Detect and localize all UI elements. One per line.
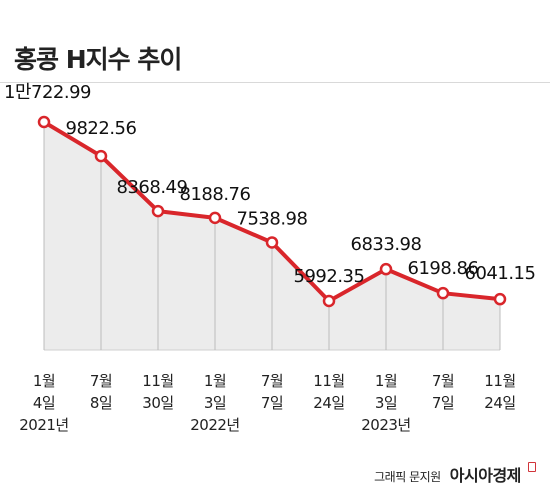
x-tick-label: 2021년 bbox=[19, 416, 68, 434]
x-tick-label: 7월 bbox=[90, 372, 112, 390]
x-tick-label: 8일 bbox=[90, 394, 112, 412]
x-tick-label: 24일 bbox=[313, 394, 344, 412]
credit-brand: 아시아경제 bbox=[449, 466, 522, 485]
x-tick-label: 7월 bbox=[261, 372, 283, 390]
x-tick-label: 3일 bbox=[204, 394, 226, 412]
chart-title: 홍콩 H지수 추이 bbox=[14, 45, 182, 74]
x-tick-label: 11월 bbox=[142, 372, 173, 390]
x-tick-label: 11월 bbox=[484, 372, 515, 390]
x-tick-label: 30일 bbox=[142, 394, 173, 412]
x-tick-label: 7일 bbox=[432, 394, 454, 412]
data-point bbox=[265, 236, 279, 249]
data-label: 5992.35 bbox=[294, 266, 365, 287]
data-label: 6041.15 bbox=[465, 263, 536, 284]
x-tick-label: 11월 bbox=[313, 372, 344, 390]
title-divider bbox=[0, 82, 550, 83]
x-tick-label: 1월 bbox=[33, 372, 55, 390]
data-label: 1만722.99 bbox=[4, 82, 91, 103]
x-tick-label: 4일 bbox=[33, 394, 55, 412]
data-label: 7538.98 bbox=[237, 208, 308, 229]
data-point bbox=[436, 286, 450, 300]
x-tick-label: 7일 bbox=[261, 394, 283, 412]
data-point bbox=[94, 149, 108, 163]
x-tick-label: 7월 bbox=[432, 372, 454, 390]
data-label: 6198.86 bbox=[408, 258, 479, 279]
x-tick-label: 2022년 bbox=[190, 416, 239, 434]
data-point bbox=[493, 292, 507, 306]
x-tick-label: 1월 bbox=[375, 372, 397, 390]
x-tick-label: 3일 bbox=[375, 394, 397, 412]
credit: 그래픽 문지원 아시아경제 bbox=[374, 462, 536, 486]
x-tick-label: 2023년 bbox=[361, 416, 410, 434]
data-point bbox=[208, 211, 222, 225]
data-point bbox=[37, 115, 51, 129]
data-label: 9822.56 bbox=[66, 118, 137, 139]
data-label: 8368.49 bbox=[117, 177, 188, 198]
data-point bbox=[151, 204, 165, 218]
data-label: 8188.76 bbox=[180, 184, 251, 205]
brand-logo-mark-icon bbox=[528, 462, 536, 472]
data-point bbox=[322, 294, 336, 308]
credit-graphic: 그래픽 문지원 bbox=[374, 470, 441, 484]
data-label: 6833.98 bbox=[351, 234, 422, 255]
x-tick-label: 24일 bbox=[484, 394, 515, 412]
data-point bbox=[379, 262, 393, 276]
x-tick-label: 1월 bbox=[204, 372, 226, 390]
